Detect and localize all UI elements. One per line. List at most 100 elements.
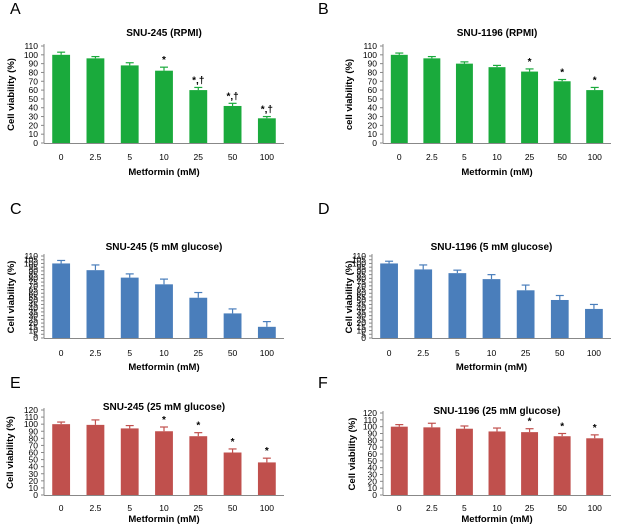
y-tick-label: 10 bbox=[357, 326, 367, 336]
x-tick-label: 5 bbox=[127, 348, 132, 358]
y-tick-label: 110 bbox=[363, 41, 377, 51]
y-tick-label: 40 bbox=[368, 463, 378, 473]
bar-25 bbox=[521, 71, 539, 143]
y-tick-label: 90 bbox=[29, 59, 39, 69]
y-tick-label: 65 bbox=[357, 285, 367, 295]
x-axis-label: Metformin (mM) bbox=[128, 167, 199, 178]
x-tick-label: 5 bbox=[462, 503, 467, 513]
x-axis-label: Metformin (mM) bbox=[456, 362, 527, 373]
x-tick-label: 10 bbox=[492, 152, 502, 162]
y-tick-label: 20 bbox=[368, 476, 378, 486]
y-tick-label: 105 bbox=[352, 255, 366, 265]
x-tick-label: 10 bbox=[159, 152, 169, 162]
bar-2.5 bbox=[86, 424, 105, 495]
y-tick-label: 70 bbox=[368, 442, 378, 452]
x-tick-label: 5 bbox=[455, 348, 460, 358]
significance-marker: * bbox=[162, 55, 166, 66]
chart-title: SNU-245 (5 mM glucose) bbox=[106, 242, 223, 253]
y-tick-label: 25 bbox=[357, 314, 367, 324]
x-tick-label: 25 bbox=[525, 152, 535, 162]
bar-100 bbox=[585, 308, 603, 338]
y-tick-label: 90 bbox=[29, 266, 39, 276]
bar-2.5 bbox=[86, 270, 105, 338]
y-tick-label: 110 bbox=[24, 251, 38, 261]
y-tick-label: 70 bbox=[29, 76, 39, 86]
y-tick-label: 40 bbox=[29, 303, 39, 313]
y-tick-label: 5 bbox=[33, 329, 38, 339]
y-tick-label: 0 bbox=[372, 138, 377, 148]
y-tick-label: 95 bbox=[357, 262, 367, 272]
y-tick-label: 0 bbox=[33, 138, 38, 148]
x-tick-label: 2.5 bbox=[90, 348, 102, 358]
bar-10 bbox=[488, 431, 506, 495]
y-tick-label: 60 bbox=[29, 85, 39, 95]
bar-50 bbox=[223, 452, 242, 495]
y-tick-label: 75 bbox=[357, 277, 367, 287]
bar-10 bbox=[482, 279, 501, 338]
y-tick-label: 10 bbox=[29, 483, 39, 493]
y-tick-label: 75 bbox=[29, 277, 39, 287]
y-tick-label: 60 bbox=[368, 449, 378, 459]
y-tick-label: 80 bbox=[357, 273, 367, 283]
y-tick-label: 15 bbox=[357, 322, 367, 332]
bar-50 bbox=[553, 81, 571, 143]
bar-0 bbox=[380, 263, 398, 338]
y-tick-label: 80 bbox=[29, 67, 39, 77]
x-tick-label: 50 bbox=[228, 152, 238, 162]
y-tick-label: 45 bbox=[29, 299, 39, 309]
y-tick-label: 20 bbox=[368, 120, 378, 130]
x-tick-label: 0 bbox=[59, 152, 64, 162]
y-tick-label: 40 bbox=[357, 303, 367, 313]
y-axis-label: Cell viability (%) bbox=[5, 416, 16, 489]
bar-10 bbox=[488, 67, 506, 143]
chart-title: SNU-1196 (5 mM glucose) bbox=[431, 242, 553, 253]
bar-100 bbox=[586, 438, 604, 495]
y-tick-label: 30 bbox=[368, 470, 378, 480]
y-tick-label: 85 bbox=[357, 270, 367, 280]
bar-100 bbox=[257, 462, 276, 495]
x-tick-label: 2.5 bbox=[90, 152, 102, 162]
bar-10 bbox=[155, 70, 173, 143]
x-tick-label: 0 bbox=[397, 503, 402, 513]
y-tick-label: 20 bbox=[29, 476, 39, 486]
y-tick-label: 50 bbox=[29, 455, 39, 465]
panel-letter: B bbox=[318, 1, 329, 18]
y-tick-label: 50 bbox=[357, 296, 367, 306]
y-tick-label: 45 bbox=[357, 299, 367, 309]
bar-5 bbox=[448, 273, 467, 338]
x-tick-label: 100 bbox=[588, 503, 602, 513]
x-tick-label: 100 bbox=[260, 348, 274, 358]
x-tick-label: 0 bbox=[387, 348, 392, 358]
bar-5 bbox=[455, 428, 473, 495]
bar-5 bbox=[455, 63, 473, 143]
x-axis-label: Metformin (mM) bbox=[461, 514, 532, 525]
x-tick-label: 50 bbox=[557, 152, 567, 162]
y-tick-label: 110 bbox=[363, 415, 377, 425]
panel-letter: D bbox=[318, 201, 330, 218]
chart-title: SNU-1196 (25 mM glucose) bbox=[433, 406, 560, 417]
significance-marker: * bbox=[528, 417, 532, 428]
significance-marker: *,† bbox=[261, 105, 273, 116]
significance-marker: *,† bbox=[192, 75, 204, 86]
x-tick-label: 100 bbox=[587, 348, 601, 358]
panel-letter: C bbox=[10, 201, 22, 218]
bar-10 bbox=[155, 284, 173, 338]
y-tick-label: 50 bbox=[29, 296, 39, 306]
bar-5 bbox=[120, 277, 139, 338]
significance-marker: * bbox=[593, 75, 597, 86]
y-tick-label: 35 bbox=[357, 307, 367, 317]
x-tick-label: 5 bbox=[127, 152, 132, 162]
y-tick-label: 120 bbox=[363, 408, 377, 418]
y-tick-label: 0 bbox=[372, 490, 377, 500]
x-tick-label: 10 bbox=[487, 348, 497, 358]
y-tick-label: 10 bbox=[29, 326, 39, 336]
bar-0 bbox=[52, 54, 71, 144]
bar-25 bbox=[189, 436, 208, 495]
bar-100 bbox=[586, 90, 604, 143]
panel-letter: E bbox=[10, 375, 21, 392]
y-tick-label: 70 bbox=[368, 76, 378, 86]
bar-0 bbox=[52, 424, 71, 495]
chart-title: SNU-245 (RPMI) bbox=[126, 28, 202, 39]
